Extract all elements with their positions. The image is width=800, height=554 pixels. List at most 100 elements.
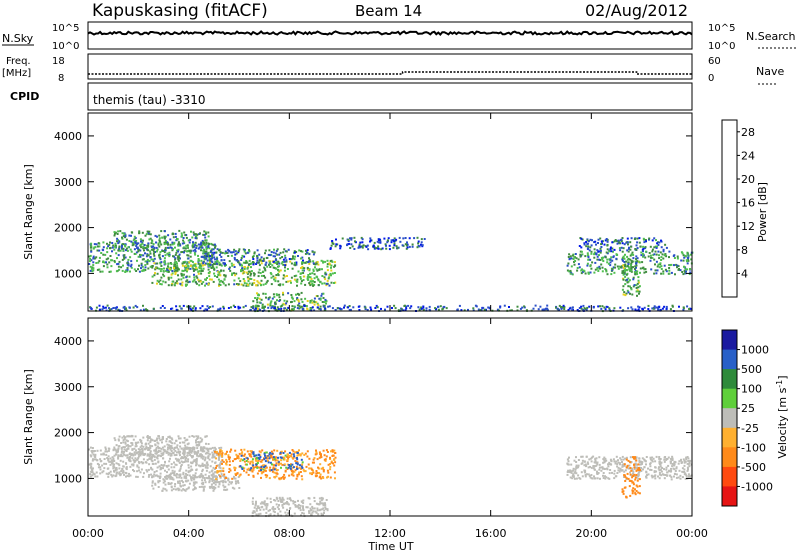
ground-scatter-cell-4 xyxy=(683,468,686,471)
power-cell-region-0 xyxy=(213,243,216,246)
ground-scatter-cell-2 xyxy=(162,487,165,490)
power-cell-region-2 xyxy=(167,266,170,269)
ground-scatter-cell-0 xyxy=(167,446,169,449)
power-cell-region-0 xyxy=(171,243,174,246)
power-cell-region-4 xyxy=(293,305,296,308)
power-cell-region-4 xyxy=(301,300,304,303)
power-cell-region-0 xyxy=(111,250,113,253)
power-cell-region-5 xyxy=(330,244,333,247)
power-cell-region-2 xyxy=(207,263,210,265)
ground-scatter-cell-3 xyxy=(280,501,283,503)
velocity-cell-region-0 xyxy=(240,448,243,451)
power-cell-region-1 xyxy=(116,237,119,240)
ground-scatter-cell-1 xyxy=(158,435,160,438)
ground-scatter-cell-4 xyxy=(596,477,599,480)
power-cell-region-3 xyxy=(284,254,287,257)
velocity-cell-region-2 xyxy=(638,492,641,495)
power-cell-region-1 xyxy=(117,230,120,233)
ground-scatter-cell-4 xyxy=(647,467,649,470)
power-cell-region-9 xyxy=(217,308,220,311)
power-cell-region-0 xyxy=(106,266,109,269)
velocity-cell-region-0 xyxy=(243,460,246,463)
power-cell-region-8 xyxy=(622,278,625,281)
power-cell-region-1 xyxy=(189,238,192,241)
power-cell-region-0 xyxy=(176,266,179,269)
ground-scatter-cell-0 xyxy=(173,448,176,451)
power-cell-region-9 xyxy=(115,306,118,309)
power-cell-region-0 xyxy=(103,261,106,264)
power-cell-region-9 xyxy=(601,305,604,308)
ground-scatter-cell-4 xyxy=(668,470,671,473)
power-cell-region-2 xyxy=(317,284,320,286)
velocity-cell-region-0 xyxy=(312,471,315,474)
ground-scatter-cell-1 xyxy=(166,448,169,451)
power-cell-region-6 xyxy=(660,268,663,270)
power-cell-region-2 xyxy=(313,273,316,276)
ground-scatter-cell-3 xyxy=(299,504,302,507)
power-cell-region-0 xyxy=(146,261,149,264)
ground-scatter-cell-3 xyxy=(322,504,325,507)
ground-scatter-cell-4 xyxy=(610,460,613,463)
ground-scatter-cell-0 xyxy=(173,466,176,469)
velocity-cell-region-2 xyxy=(631,476,634,479)
power-cell-region-5 xyxy=(404,237,407,239)
power-cell-region-1 xyxy=(190,230,192,233)
power-cell-region-3 xyxy=(240,259,243,261)
ground-scatter-cell-4 xyxy=(566,458,569,461)
power-cell-region-7 xyxy=(655,239,657,242)
ground-scatter-cell-0 xyxy=(92,458,94,461)
velocity-cell-region-2 xyxy=(638,478,641,481)
power-cell-region-3 xyxy=(210,250,212,253)
power-cell-region-0 xyxy=(93,243,96,246)
power-cell-region-0 xyxy=(113,261,116,264)
power-cell-region-2 xyxy=(250,270,253,273)
power-cell-region-2 xyxy=(272,266,275,269)
power-cell-region-1 xyxy=(183,231,186,234)
power-cell-region-6 xyxy=(664,253,667,256)
power-cell-region-9 xyxy=(407,304,410,307)
power-cell-region-9 xyxy=(543,308,546,311)
power-cell-region-1 xyxy=(132,243,135,246)
time-axis-label: Time UT xyxy=(367,540,413,553)
ground-scatter-cell-0 xyxy=(158,465,161,468)
ground-scatter-cell-1 xyxy=(165,440,168,443)
power-cell-region-2 xyxy=(325,282,328,285)
velocity-cell-region-2 xyxy=(628,485,631,488)
power-cell-region-2 xyxy=(201,264,204,267)
power-cell-region-1 xyxy=(127,246,130,249)
power-cell-region-5 xyxy=(408,237,411,240)
power-cell-region-0 xyxy=(148,260,151,263)
power-cell-region-9 xyxy=(583,307,586,310)
ground-scatter-cell-3 xyxy=(284,511,287,514)
power-cell-region-6 xyxy=(616,265,619,268)
power-cell-region-2 xyxy=(306,276,309,278)
power-cell-region-1 xyxy=(113,231,116,234)
ground-scatter-cell-2 xyxy=(190,476,192,479)
nave-tick-bottom: 0 xyxy=(708,73,714,84)
ground-scatter-cell-0 xyxy=(98,463,100,466)
ground-scatter-cell-3 xyxy=(297,499,299,502)
ground-scatter-cell-2 xyxy=(159,475,162,478)
power-cell-region-9 xyxy=(568,307,571,310)
power-cell-region-9 xyxy=(558,304,561,307)
power-cell-region-4 xyxy=(256,301,259,304)
ground-scatter-cell-0 xyxy=(219,467,222,470)
ground-scatter-cell-0 xyxy=(151,460,154,463)
velocity-cell-region-1 xyxy=(288,465,291,468)
ground-scatter-cell-2 xyxy=(151,484,154,487)
power-cell-region-3 xyxy=(258,264,261,267)
power-cell-region-5 xyxy=(351,245,354,248)
power-cell-region-0 xyxy=(104,253,107,256)
power-cell-region-4 xyxy=(296,304,299,307)
velocity-cell-region-0 xyxy=(296,473,299,476)
ground-scatter-cell-0 xyxy=(105,462,108,465)
power-cell-region-6 xyxy=(598,254,600,257)
velocity-cell-region-0 xyxy=(280,450,283,453)
velocity-cell-region-0 xyxy=(243,454,246,457)
ground-scatter-cell-0 xyxy=(123,448,126,451)
power-cell-region-1 xyxy=(194,248,197,251)
ground-scatter-cell-1 xyxy=(156,455,159,457)
power-cell-region-0 xyxy=(111,246,114,249)
ground-scatter-cell-4 xyxy=(660,470,663,473)
velocity-colorbar-frame xyxy=(721,329,738,507)
